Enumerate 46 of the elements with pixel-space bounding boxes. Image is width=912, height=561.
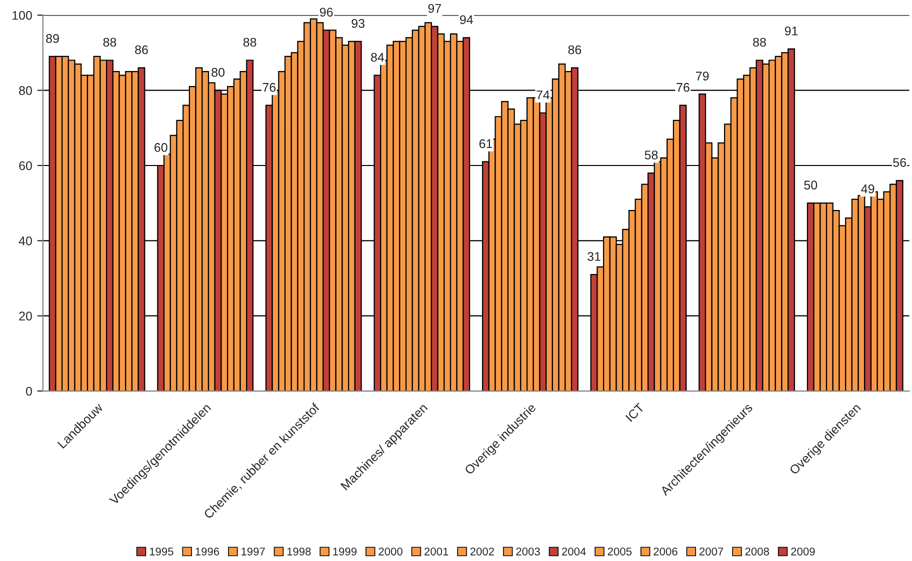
legend-label: 1997 <box>242 548 265 556</box>
data-label: 79 <box>696 72 709 80</box>
legend-label: 1999 <box>333 548 357 556</box>
data-label: 76 <box>676 82 690 92</box>
x-tick-label: ICT <box>625 402 645 422</box>
data-label: 86 <box>568 45 582 54</box>
data-label: 91 <box>784 26 798 36</box>
data-label: 93 <box>352 19 364 28</box>
legend-label: 2007 <box>700 548 724 556</box>
legend-label: 1998 <box>287 548 311 556</box>
data-label: 49 <box>861 184 874 194</box>
data-label: 86 <box>135 45 148 54</box>
legend-label: 2005 <box>608 548 632 556</box>
data-label: 58 <box>644 150 658 160</box>
data-label: 96 <box>320 8 333 17</box>
legend-label: 2006 <box>654 548 678 556</box>
data-label: 56 <box>893 158 906 167</box>
legend-label: 1996 <box>196 548 220 556</box>
data-label: 88 <box>103 38 116 47</box>
data-label: 97 <box>428 4 441 13</box>
legend-label: 2001 <box>424 548 448 556</box>
data-label: 89 <box>46 34 59 43</box>
y-tick-label: 40 <box>18 236 32 246</box>
data-label: 94 <box>460 15 473 24</box>
data-label: 88 <box>243 38 256 47</box>
y-tick-label: 60 <box>19 161 32 170</box>
data-label: 88 <box>753 38 766 47</box>
y-tick-label: 80 <box>19 86 32 95</box>
data-label: 31 <box>588 252 600 261</box>
data-label: 80 <box>212 68 224 77</box>
data-label: 74 <box>536 90 550 100</box>
legend-label: 2000 <box>378 548 402 556</box>
data-label: 76 <box>262 82 276 92</box>
legend-label: 2002 <box>470 548 494 556</box>
y-tick-label: 20 <box>19 312 32 320</box>
data-label: 60 <box>154 143 168 152</box>
y-tick-label: 100 <box>12 10 32 20</box>
legend-label: 2009 <box>791 548 815 556</box>
y-tick-label: 0 <box>26 386 32 396</box>
data-label: 50 <box>804 180 818 190</box>
data-label: 84 <box>371 52 384 62</box>
data-label: 61 <box>479 139 492 148</box>
legend-label: 2003 <box>516 548 540 556</box>
legend-label: 2004 <box>562 548 586 556</box>
legend-label: 1995 <box>150 548 174 556</box>
legend-label: 2008 <box>745 548 770 556</box>
